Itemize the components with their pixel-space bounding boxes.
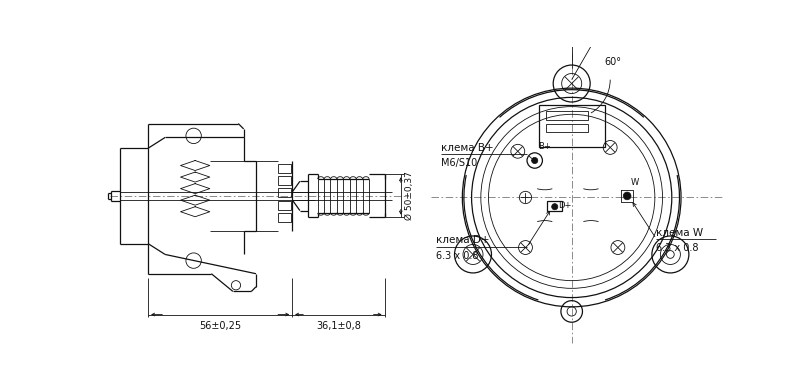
Bar — [545, 111, 587, 120]
Bar — [277, 188, 291, 197]
Text: клема B+: клема B+ — [440, 143, 493, 153]
Text: Ø 50±0,37: Ø 50±0,37 — [405, 171, 414, 220]
Text: 60°: 60° — [603, 57, 620, 67]
Text: 6.3 x 0.8: 6.3 x 0.8 — [655, 243, 698, 253]
Text: M6/S10: M6/S10 — [440, 158, 476, 168]
Text: D+: D+ — [558, 201, 571, 210]
Text: W: W — [630, 178, 638, 187]
Text: клема W: клема W — [655, 227, 702, 237]
Bar — [277, 164, 291, 173]
Circle shape — [623, 192, 630, 200]
Text: клема D+: клема D+ — [436, 235, 489, 245]
Bar — [277, 176, 291, 185]
Bar — [277, 213, 291, 222]
Circle shape — [551, 204, 557, 210]
Bar — [545, 123, 587, 132]
Bar — [547, 201, 562, 211]
Text: 56±0,25: 56±0,25 — [200, 320, 242, 331]
Text: B+: B+ — [538, 142, 551, 151]
Bar — [277, 201, 291, 210]
Text: 36,1±0,8: 36,1±0,8 — [315, 320, 360, 331]
Circle shape — [531, 158, 537, 164]
Bar — [539, 105, 604, 147]
Text: 6.3 x 0.8: 6.3 x 0.8 — [436, 251, 478, 261]
